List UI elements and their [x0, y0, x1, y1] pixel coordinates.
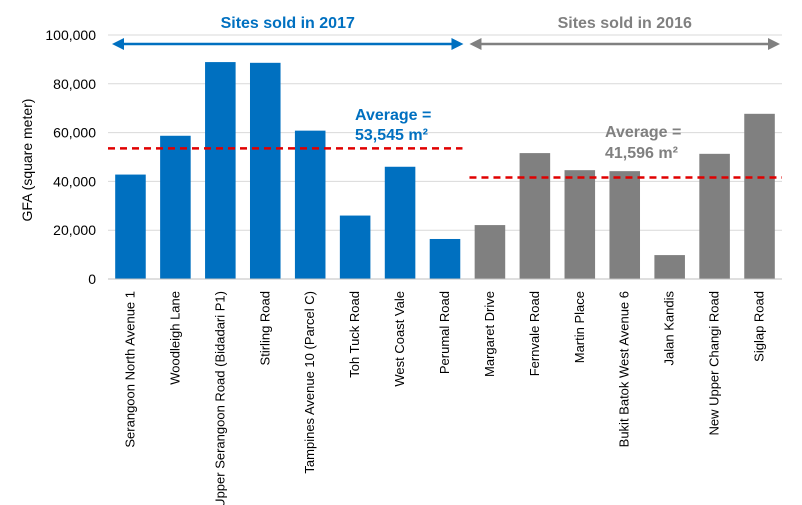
arrowhead-right — [768, 38, 780, 50]
arrowhead-left — [469, 38, 482, 50]
average-label: Average = — [605, 124, 681, 141]
average-value-label: 53,545 m² — [355, 127, 428, 144]
arrowhead-right — [451, 38, 464, 50]
bar — [474, 225, 506, 279]
category-label: West Coast Vale — [392, 291, 407, 387]
y-tick-label: 40,000 — [53, 173, 96, 189]
category-label: Bukit Batok West Avenue 6 — [617, 291, 632, 447]
category-label: New Upper Changi Road — [707, 291, 722, 436]
bar — [205, 62, 236, 279]
group-brackets: Sites sold in 2017 Sites sold in 2016 — [112, 15, 780, 50]
category-label: Upper Serangoon Road (Bidadari P1) — [212, 291, 227, 505]
bar — [339, 215, 371, 279]
bar — [384, 166, 416, 279]
bars — [115, 62, 775, 279]
category-label: Fernvale Road — [527, 291, 542, 376]
y-tick-label: 60,000 — [53, 125, 96, 141]
bar — [249, 62, 281, 279]
category-label: Margaret Drive — [482, 291, 497, 377]
average-value-label: 41,596 m² — [605, 145, 678, 162]
category-label: Woodleigh Lane — [167, 291, 182, 385]
bar — [609, 171, 641, 279]
category-label: Perumal Road — [437, 291, 452, 374]
category-label: Serangoon North Avenue 1 — [122, 291, 137, 448]
average-label: Average = — [355, 107, 431, 124]
category-label: Toh Tuck Road — [347, 291, 362, 378]
average-lines: Average = 53,545 m² Average = 41,596 m² — [108, 107, 782, 179]
bar — [429, 238, 461, 279]
category-label: Stirling Road — [257, 291, 272, 365]
bar — [160, 135, 191, 279]
group-label: Sites sold in 2017 — [221, 15, 355, 32]
y-tick-label: 20,000 — [53, 222, 96, 238]
y-tick-labels: 0 20,000 40,000 60,000 80,000 100,000 — [45, 27, 96, 287]
bar — [564, 170, 596, 279]
arrowhead-left — [112, 38, 124, 50]
bar — [744, 113, 775, 279]
bar — [519, 153, 551, 279]
y-tick-label: 0 — [88, 271, 96, 287]
category-labels: Serangoon North Avenue 1 Woodleigh Lane Up… — [122, 291, 766, 505]
category-label: Siglap Road — [752, 291, 767, 362]
y-tick-label: 80,000 — [53, 76, 96, 92]
group-label: Sites sold in 2016 — [558, 15, 692, 32]
category-label: Martin Place — [572, 291, 587, 363]
bar — [699, 153, 730, 279]
y-tick-label: 100,000 — [45, 27, 96, 43]
bar — [294, 130, 326, 279]
category-label: Tampines Avenue 10 (Parcel C) — [302, 291, 317, 474]
bar — [115, 174, 146, 279]
bar — [654, 255, 685, 279]
y-axis-label: GFA (square meter) — [19, 99, 35, 222]
category-label: Jalan Kandis — [662, 291, 677, 366]
